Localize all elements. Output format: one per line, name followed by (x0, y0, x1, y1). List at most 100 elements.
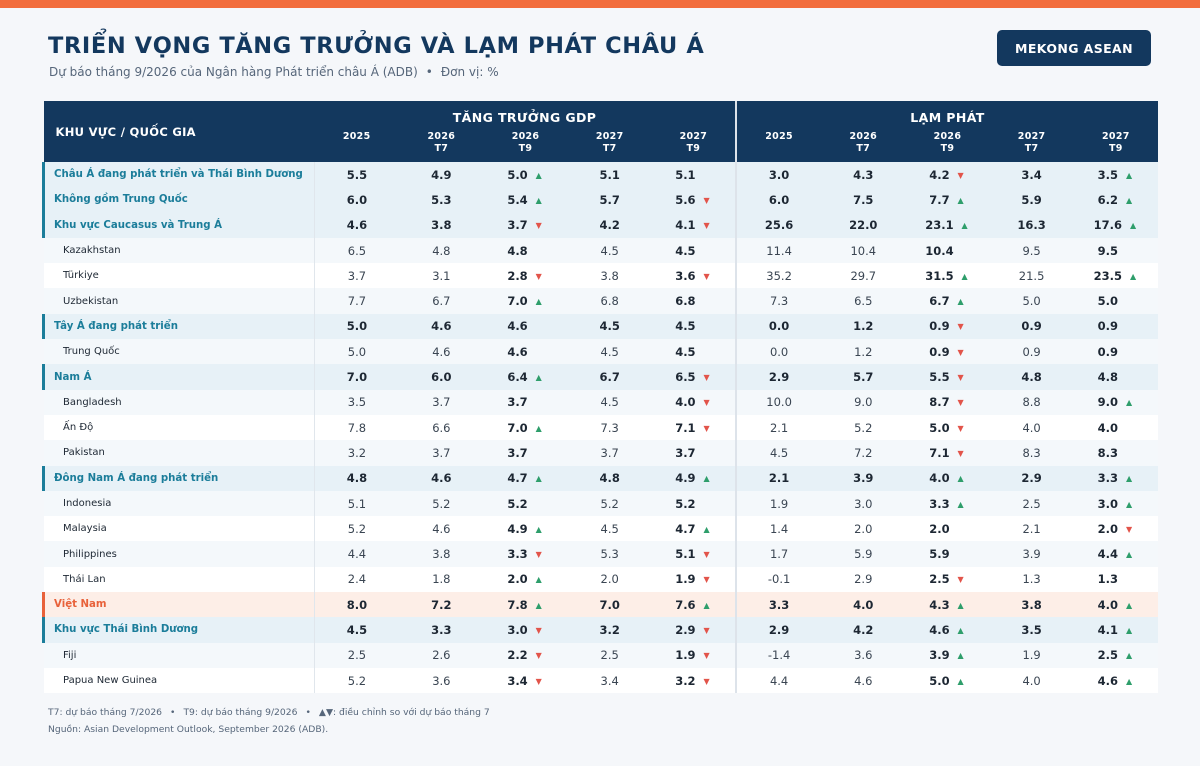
arrow-up-icon: ▲ (957, 676, 964, 686)
column-forecast-month: T9 (518, 143, 533, 154)
value: 5.0 (507, 167, 528, 182)
value: 4.1 (1097, 622, 1119, 637)
gdp-value-cell: 3.7 ▼ (483, 212, 568, 238)
gdp-value-cell: 3.8 (399, 212, 484, 238)
arrow-up-icon: ▲ (1129, 271, 1137, 281)
value: 6.0 (768, 192, 790, 207)
gdp-value-cell: 3.7 (483, 389, 568, 415)
value: 6.2 (1097, 192, 1119, 207)
arrow-up-icon: ▲ (961, 221, 968, 231)
value: 5.6 (675, 192, 696, 207)
inflation-value-cell: 6.2 ▲ (1073, 187, 1158, 213)
inflation-value-cell: 0.9 ▼ (905, 313, 990, 340)
gdp-value-cell: 4.0 ▼ (651, 389, 736, 415)
value: 5.2 (347, 673, 367, 688)
arrow-down-icon: ▼ (535, 271, 542, 281)
arrow-down-icon: ▼ (703, 625, 710, 635)
region-row: Khu vực Thái Bình Dương 4.5 3.3 3.0 ▼ 3.2 2.9 ▼… (42, 617, 1158, 643)
value: 2.8 (507, 268, 528, 283)
arrow-up-icon: ▲ (535, 373, 542, 383)
arrow-down-icon: ▼ (703, 651, 710, 661)
inflation-value-cell: 7.7 ▲ (905, 187, 990, 213)
country-row: Papua New Guinea 5.2 3.6 3.4 ▼ 3.4 3.2 ▼ 4.4 4.6 5… (43, 667, 1158, 694)
inflation-value-cell: 3.3 ▲ (1073, 465, 1158, 491)
value: 7.1 (929, 445, 950, 460)
inflation-value-cell: 0.9 (989, 313, 1074, 340)
inflation-value-cell: 9.0 ▲ (1073, 389, 1158, 415)
value: 3.0 (854, 496, 873, 511)
inflation-value-cell: 6.7 ▲ (905, 288, 990, 314)
value: 3.7 (600, 445, 619, 460)
country-name: Philippines (43, 541, 315, 567)
gdp-value-cell: 2.5 (314, 642, 400, 668)
value: 3.7 (507, 218, 528, 233)
arrow-down-icon: ▼ (703, 373, 710, 383)
value: 3.7 (432, 445, 451, 460)
value: 23.1 (925, 218, 954, 233)
inflation-value-cell: 3.9 ▲ (905, 642, 990, 668)
value: 3.9 (929, 648, 950, 663)
gdp-value-cell: 4.6 (483, 313, 568, 340)
inflation-value-cell: 8.3 (989, 440, 1074, 466)
inflation-value-cell: 29.7 (821, 263, 906, 289)
value: 4.6 (507, 319, 528, 334)
country-name: Malaysia (43, 516, 315, 542)
value: 29.7 (850, 268, 877, 283)
gdp-value-cell: 3.2 (314, 440, 400, 466)
value: 23.5 (1093, 268, 1123, 283)
inflation-value-cell: 2.0 ▼ (1073, 516, 1158, 542)
region-name: Đông Nam Á đang phát triển (42, 465, 315, 491)
inflation-value-cell: 2.9 (821, 566, 906, 593)
value: 5.2 (675, 496, 696, 511)
column-forecast-month: T9 (686, 143, 701, 154)
country-name: Papua New Guinea (43, 667, 315, 694)
gdp-value-cell: 4.2 (567, 212, 652, 238)
arrow-up-icon: ▲ (535, 600, 542, 610)
arrow-down-icon: ▼ (957, 575, 964, 585)
arrow-up-icon: ▲ (535, 423, 542, 433)
inflation-value-cell: 0.0 (734, 339, 822, 365)
value: 4.9 (507, 521, 528, 536)
gdp-value-cell: 4.9 (399, 162, 484, 188)
value: 6.5 (854, 294, 873, 309)
value: 1.9 (675, 648, 696, 663)
inflation-value-cell: 7.2 (821, 440, 906, 466)
value: 3.4 (1021, 167, 1042, 182)
note-t9: T9: dự báo tháng 9/2026 (183, 707, 298, 718)
gdp-value-cell: 2.8 ▼ (483, 263, 568, 289)
value: 4.6 (431, 471, 452, 486)
value: 1.7 (769, 547, 789, 562)
arrow-up-icon: ▲ (957, 195, 964, 205)
inflation-value-cell: 2.1 (734, 414, 822, 441)
value: 3.7 (675, 445, 696, 460)
gdp-value-cell: 2.5 (567, 642, 652, 668)
value: 2.9 (768, 370, 790, 385)
brand-badge: MEKONG ASEAN (997, 30, 1151, 66)
value: 5.2 (507, 496, 528, 511)
gdp-value-cell: 3.2 (567, 617, 652, 643)
value: 5.2 (347, 521, 367, 536)
arrow-down-icon: ▼ (703, 221, 710, 231)
inflation-value-cell: 5.0 ▼ (905, 414, 990, 441)
arrow-up-icon: ▲ (961, 271, 968, 281)
inflation-value-cell: 0.0 (734, 313, 822, 340)
inflation-value-cell: 1.3 (1073, 566, 1158, 593)
gdp-value-cell: 5.0 (314, 313, 400, 340)
header-row-years: 2025 2026 T7 2026 T9 2027 T7 2027 T9 2025 2026 T7 20… (44, 130, 1158, 162)
value: 3.0 (1097, 496, 1119, 511)
inflation-value-cell: 4.6 (821, 667, 906, 694)
value: 4.0 (1097, 597, 1119, 612)
value: 2.4 (347, 572, 367, 587)
region-name: Tây Á đang phát triển (42, 313, 315, 340)
page-title: TRIỂN VỌNG TĂNG TRƯỞNG VÀ LẠM PHÁT CHÂU … (48, 33, 705, 59)
inflation-value-cell: 9.5 (989, 237, 1074, 264)
value: 3.5 (1021, 622, 1042, 637)
arrow-down-icon: ▼ (703, 271, 710, 281)
gdp-value-cell: 7.3 (567, 414, 652, 441)
value: 4.7 (507, 471, 528, 486)
region-row: Nam Á 7.0 6.0 6.4 ▲ 6.7 6.5 ▼ 2.9 5.7 5.5 ▼ 4.8 4.8 (42, 364, 1158, 390)
gdp-value-cell: 4.5 (567, 389, 652, 415)
forecast-table: KHU VỰC / QUỐC GIA TĂNG TRƯỞNG GDP LẠM P… (42, 101, 1158, 694)
gdp-value-cell: 3.7 (483, 440, 568, 466)
value: 3.7 (507, 445, 528, 460)
